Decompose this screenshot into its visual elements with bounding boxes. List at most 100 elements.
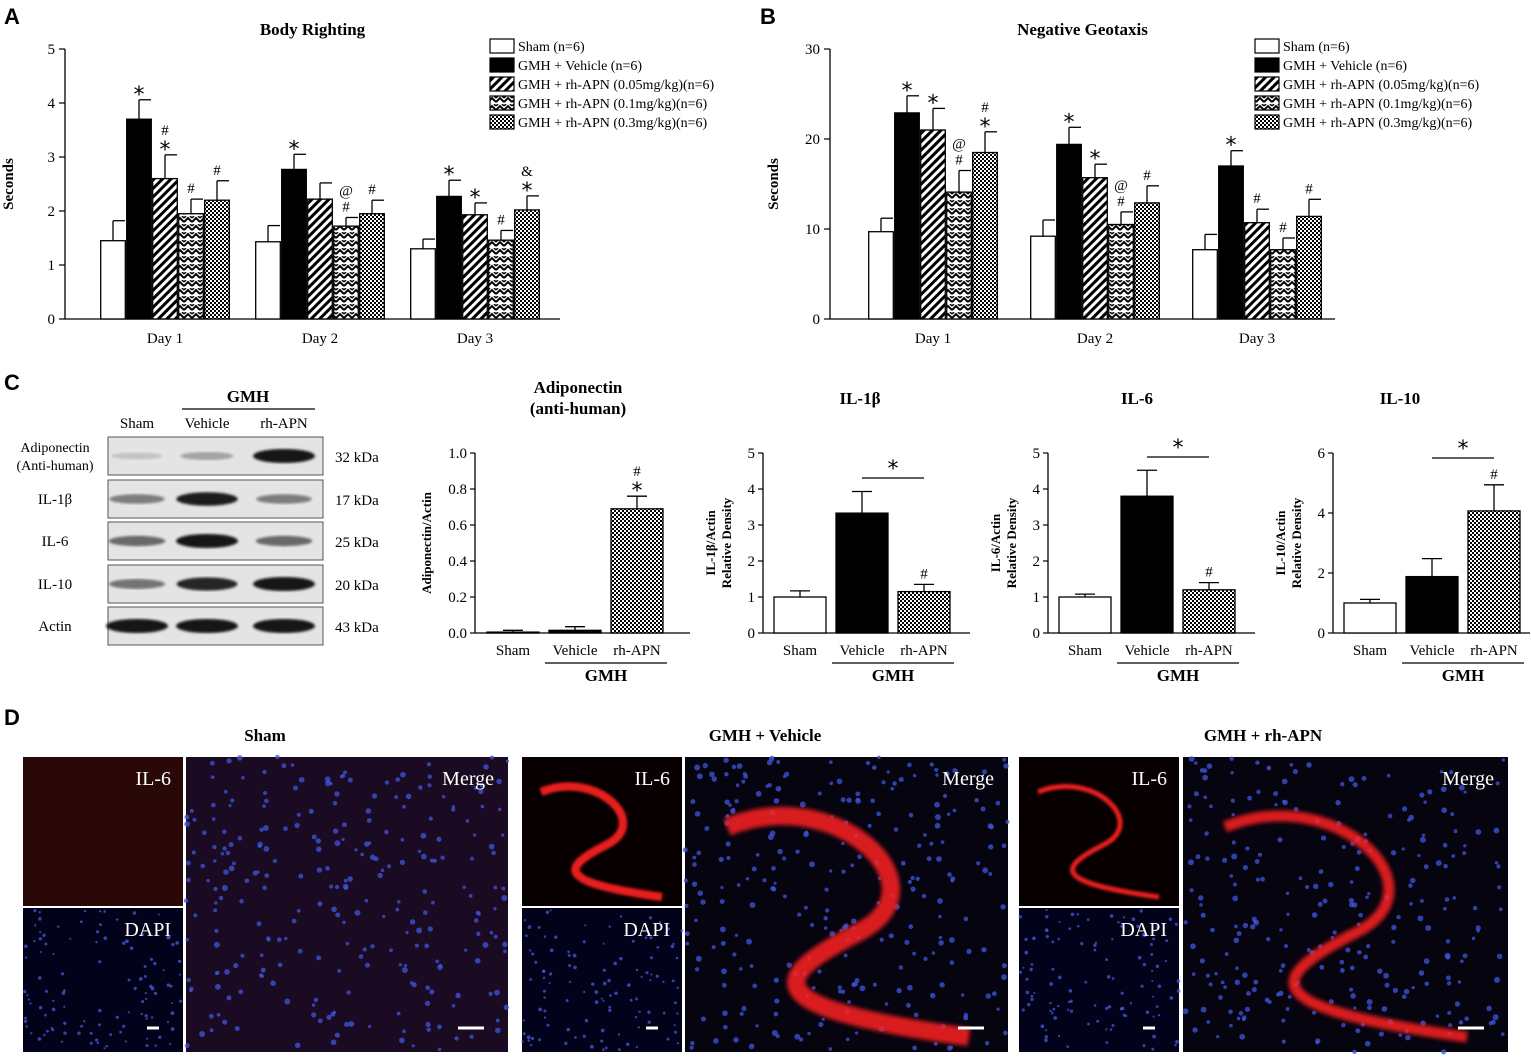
- nucleus-merge-sham-24: [270, 980, 276, 987]
- legend-label-b-0: Sham (n=6): [1283, 40, 1350, 55]
- y-tick-label-a-1: 1: [48, 258, 56, 274]
- nucleus-dapi-sham-72: [125, 939, 129, 944]
- nucleus-merge-sham-218: [215, 970, 220, 975]
- nucleus-dapi-sham-30: [38, 911, 41, 914]
- nucleus-dapi-sham-100: [52, 999, 55, 1003]
- nucleus-merge-gmh-vehicle-16: [935, 773, 939, 777]
- y-tick-label-c1-5: 1.0: [448, 446, 467, 462]
- nucleus-merge-sham-29: [420, 832, 427, 839]
- nucleus-dapi-sham-96: [179, 999, 183, 1003]
- y-axis-label-a: Seconds: [1, 158, 17, 210]
- nucleus-dapi-gmh-vehicle-26: [549, 909, 552, 912]
- nucleus-merge-gmh-rh-apn-115: [1401, 806, 1408, 812]
- nucleus-merge-gmh-vehicle-196: [939, 982, 945, 988]
- nucleus-merge-sham-2: [208, 1013, 214, 1019]
- nucleus-dapi-gmh-vehicle-96: [673, 1001, 677, 1005]
- nucleus-dapi-gmh-rh-apn-14: [1068, 927, 1072, 931]
- nucleus-dapi-gmh-vehicle-20: [542, 969, 546, 973]
- nucleus-merge-sham-199: [455, 992, 461, 999]
- bar-b-2-0: [1192, 249, 1218, 320]
- nucleus-dapi-gmh-vehicle-108: [656, 945, 660, 949]
- nucleus-merge-sham-14: [209, 1028, 214, 1033]
- nucleus-merge-gmh-vehicle-86: [782, 894, 787, 899]
- nucleus-merge-gmh-rh-apn-170: [1209, 804, 1213, 809]
- nucleus-merge-sham-250: [478, 789, 484, 795]
- nucleus-dapi-gmh-vehicle-11: [527, 1039, 531, 1042]
- nucleus-dapi-gmh-vehicle-34: [626, 1042, 630, 1047]
- nucleus-merge-sham-189: [437, 964, 443, 971]
- nucleus-dapi-gmh-vehicle-30: [617, 1033, 621, 1036]
- nucleus-merge-sham-19: [316, 955, 322, 961]
- nucleus-dapi-gmh-rh-apn-97: [1057, 1034, 1061, 1038]
- nucleus-merge-gmh-vehicle-5: [709, 771, 715, 778]
- nucleus-merge-sham-98: [426, 1027, 431, 1032]
- nucleus-merge-gmh-rh-apn-202: [1498, 907, 1503, 912]
- bar-c1-sham: [486, 631, 540, 634]
- nucleus-dapi-sham-71: [154, 1044, 157, 1047]
- y-tick-label-c2-0: 0: [748, 626, 756, 642]
- nucleus-merge-gmh-rh-apn-84: [1352, 1049, 1357, 1055]
- nucleus-dapi-gmh-vehicle-107: [635, 1045, 638, 1049]
- sig-mark-a-0-1-0: *: [134, 83, 145, 108]
- nucleus-merge-gmh-rh-apn-13: [1463, 844, 1467, 848]
- micro-label-merge-sham: Merge: [442, 768, 494, 790]
- sig-mark-c3-2-0: #: [1205, 565, 1213, 581]
- micro-merge-panel-gmh-vehicle: [685, 757, 1008, 1052]
- nucleus-merge-gmh-rh-apn-40: [1453, 829, 1458, 834]
- nucleus-merge-gmh-vehicle-91: [933, 1041, 938, 1046]
- nucleus-dapi-sham-17: [33, 909, 37, 913]
- nucleus-merge-sham-188: [389, 948, 393, 953]
- nucleus-merge-sham-8: [221, 885, 228, 891]
- nucleus-merge-sham-87: [416, 927, 423, 934]
- nucleus-dapi-sham-98: [169, 984, 173, 988]
- nucleus-merge-gmh-vehicle-197: [786, 962, 792, 968]
- bar-b-0-3: [946, 191, 972, 320]
- nucleus-merge-gmh-vehicle-72: [912, 1045, 917, 1051]
- nucleus-merge-gmh-rh-apn-34: [1348, 776, 1355, 783]
- nucleus-dapi-gmh-rh-apn-95: [1094, 941, 1098, 944]
- nucleus-merge-gmh-rh-apn-133: [1267, 999, 1272, 1005]
- nucleus-merge-gmh-vehicle-65: [828, 1047, 833, 1051]
- nucleus-merge-gmh-vehicle-36: [803, 905, 808, 910]
- nucleus-merge-gmh-vehicle-159: [741, 779, 746, 784]
- nucleus-merge-gmh-vehicle-1: [850, 863, 855, 868]
- nucleus-merge-gmh-vehicle-174: [749, 964, 754, 968]
- blot-band-3-0: [109, 579, 165, 589]
- nucleus-merge-gmh-vehicle-224: [736, 763, 743, 769]
- nucleus-merge-gmh-vehicle-198: [929, 762, 934, 767]
- bar-b-0-1: [894, 112, 920, 320]
- nucleus-merge-gmh-vehicle-250: [900, 860, 906, 866]
- nucleus-dapi-gmh-rh-apn-54: [1086, 918, 1090, 921]
- y-tick-label-b-1: 10: [805, 222, 820, 238]
- nucleus-merge-gmh-rh-apn-201: [1447, 1010, 1452, 1015]
- nucleus-merge-gmh-rh-apn-252: [1357, 950, 1362, 955]
- nucleus-merge-gmh-rh-apn-53: [1229, 874, 1234, 878]
- nucleus-merge-gmh-rh-apn-72: [1189, 888, 1194, 893]
- nucleus-merge-gmh-vehicle-202: [684, 903, 689, 908]
- nucleus-merge-gmh-rh-apn-3: [1279, 928, 1283, 932]
- nucleus-merge-gmh-rh-apn-7: [1317, 901, 1323, 907]
- nucleus-merge-gmh-vehicle-129: [865, 760, 871, 766]
- nucleus-merge-gmh-rh-apn-38: [1349, 880, 1354, 884]
- nucleus-merge-gmh-vehicle-245: [859, 985, 866, 992]
- nucleus-merge-gmh-rh-apn-207: [1366, 943, 1371, 949]
- y-tick-label-a-4: 4: [48, 96, 56, 112]
- nucleus-dapi-gmh-vehicle-53: [634, 1015, 638, 1019]
- bar-a-1-3: [333, 225, 359, 320]
- nucleus-merge-gmh-rh-apn-229: [1306, 947, 1311, 952]
- nucleus-merge-gmh-rh-apn-151: [1214, 972, 1218, 976]
- nucleus-merge-gmh-rh-apn-59: [1490, 1019, 1496, 1025]
- nucleus-merge-gmh-rh-apn-119: [1320, 835, 1327, 841]
- nucleus-merge-gmh-vehicle-150: [784, 771, 790, 777]
- nucleus-merge-gmh-rh-apn-218: [1246, 991, 1251, 996]
- nucleus-merge-sham-232: [384, 829, 389, 835]
- nucleus-merge-sham-210: [298, 873, 304, 879]
- nucleus-merge-gmh-rh-apn-69: [1253, 979, 1259, 985]
- nucleus-dapi-sham-33: [63, 1021, 67, 1025]
- nucleus-dapi-gmh-vehicle-15: [537, 925, 541, 929]
- nucleus-merge-gmh-vehicle-97: [745, 877, 750, 881]
- blot-band-4-2: [253, 619, 315, 633]
- nucleus-merge-gmh-rh-apn-167: [1250, 924, 1256, 930]
- y-tick-label-c2-1: 1: [748, 590, 756, 606]
- nucleus-merge-gmh-rh-apn-153: [1445, 954, 1451, 960]
